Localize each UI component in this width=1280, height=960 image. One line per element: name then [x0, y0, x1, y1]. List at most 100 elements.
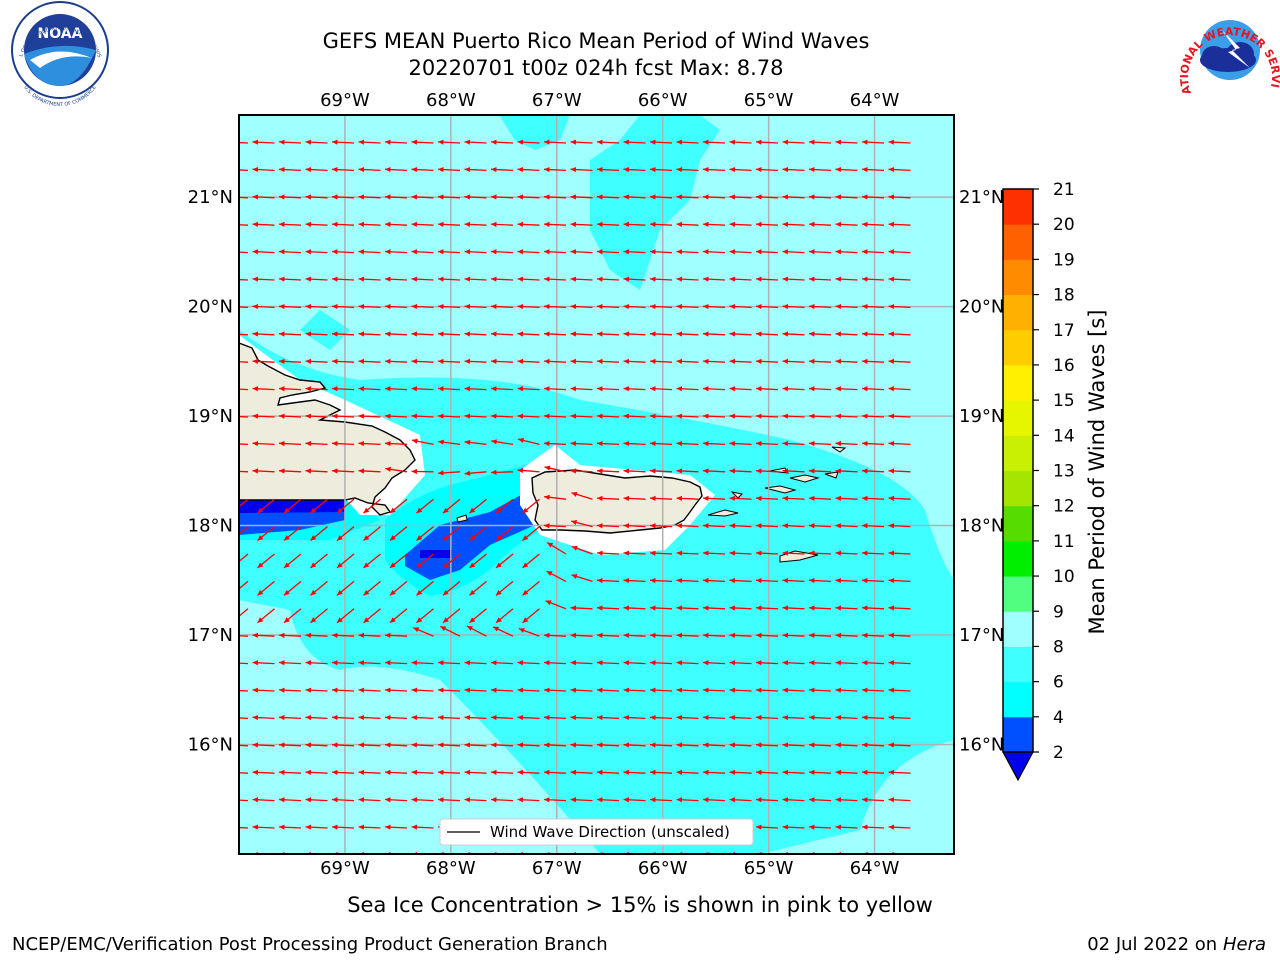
wind-arrow [861, 303, 885, 310]
lon-label-bottom: 69°W [320, 858, 370, 879]
wind-arrow [305, 824, 328, 830]
wind-arrow [517, 331, 540, 337]
wind-arrow [835, 276, 858, 282]
wind-arrow [283, 498, 302, 514]
wind-arrow [544, 494, 567, 500]
wind-arrow [490, 714, 514, 721]
wind-arrow [305, 331, 328, 337]
wind-arrow [278, 221, 302, 227]
wind-arrow [782, 605, 805, 611]
wind-arrow [729, 769, 752, 775]
wind-arrow [888, 413, 911, 419]
wind-arrow [239, 141, 249, 144]
wind-arrow [808, 577, 832, 584]
wind-arrow [331, 249, 355, 255]
wind-arrow [310, 526, 328, 542]
lat-label-left: 16°N [188, 735, 233, 756]
wind-arrow [412, 627, 434, 637]
wind-arrow [596, 386, 620, 392]
wind-arrow [649, 249, 673, 255]
wind-arrow [702, 550, 726, 556]
wind-arrow [649, 495, 673, 501]
wind-arrow [755, 742, 779, 748]
wind-arrow [596, 413, 620, 419]
wind-arrow [596, 523, 620, 529]
wind-arrow [437, 769, 461, 775]
map-frame [238, 114, 955, 855]
wind-arrow [305, 769, 328, 775]
wind-arrow [888, 769, 911, 775]
wind-arrow [649, 605, 673, 611]
wind-arrow [331, 742, 355, 748]
lon-label-bottom: 65°W [744, 858, 794, 879]
wind-arrow [495, 498, 514, 514]
wind-arrow [517, 166, 540, 173]
colorbar-segment [1003, 329, 1033, 366]
colorbar-segment [1003, 294, 1033, 331]
wind-arrow [702, 276, 726, 282]
wind-arrow [384, 221, 408, 227]
wind-arrow [310, 553, 328, 569]
lon-labels-top: 69°W 68°W 67°W 66°W 65°W 64°W [320, 90, 900, 111]
lat-label-left: 21°N [188, 187, 233, 208]
wind-arrow [358, 742, 381, 748]
wind-arrow [676, 139, 699, 145]
colorbar-label: Mean Period of Wind Waves [s] [1085, 310, 1109, 635]
wind-arrow [888, 687, 911, 693]
wind-arrow [543, 413, 567, 419]
wind-arrow [437, 276, 461, 282]
wind-arrow [808, 331, 832, 337]
wind-arrow [676, 413, 699, 419]
wind-arrow [729, 632, 752, 638]
colorbar-tick-label: 2 [1053, 743, 1064, 763]
wind-arrow [570, 276, 593, 282]
wind-arrow [464, 303, 487, 310]
wind-arrow [358, 769, 381, 775]
wind-arrow [729, 139, 752, 145]
wind-arrow [517, 687, 540, 693]
wind-arrow [331, 276, 355, 282]
wind-arrow [676, 276, 699, 282]
wind-arrow [437, 249, 461, 255]
wind-arrow [623, 714, 646, 721]
footer-date-text: 02 Jul 2022 on [1087, 934, 1223, 955]
wind-arrow [358, 632, 381, 638]
wind-arrow [411, 797, 434, 803]
wind-arrow [411, 303, 434, 310]
wind-arrow [596, 139, 620, 145]
wind-arrow [543, 194, 567, 200]
wind-arrow [702, 413, 726, 419]
wind-arrow [305, 194, 328, 200]
wind-arrow [305, 249, 328, 255]
chart-title: GEFS MEAN Puerto Rico Mean Period of Win… [323, 29, 870, 53]
wind-arrow [782, 303, 805, 310]
wind-arrow [808, 440, 832, 447]
colorbar-tick-label: 14 [1053, 426, 1075, 446]
wind-arrow [490, 303, 514, 310]
wind-arrow [331, 660, 355, 666]
wind-arrow [649, 358, 673, 364]
wind-arrow [517, 660, 540, 666]
wind-arrow [623, 495, 646, 501]
wind-arrow [596, 605, 620, 611]
wind-arrow [278, 440, 302, 447]
wind-arrow [649, 221, 673, 227]
wind-arrow [729, 440, 752, 447]
wind-arrow [252, 440, 275, 447]
map-legend: Wind Wave Direction (unscaled) [439, 818, 754, 846]
wind-arrow [596, 687, 620, 693]
wind-arrow [623, 276, 646, 282]
wind-arrow [252, 769, 275, 775]
wind-arrow [861, 495, 885, 501]
wind-arrow [358, 139, 381, 145]
wind-arrow [239, 470, 249, 473]
wind-arrow [517, 221, 540, 227]
wind-arrow [336, 580, 355, 596]
wind-arrow [278, 139, 302, 145]
wind-arrow [437, 358, 461, 364]
wind-arrow [888, 577, 911, 584]
wind-arrow [331, 358, 355, 364]
wind-arrow [649, 331, 673, 337]
wind-arrow [702, 139, 726, 145]
wind-arrow [755, 769, 779, 775]
